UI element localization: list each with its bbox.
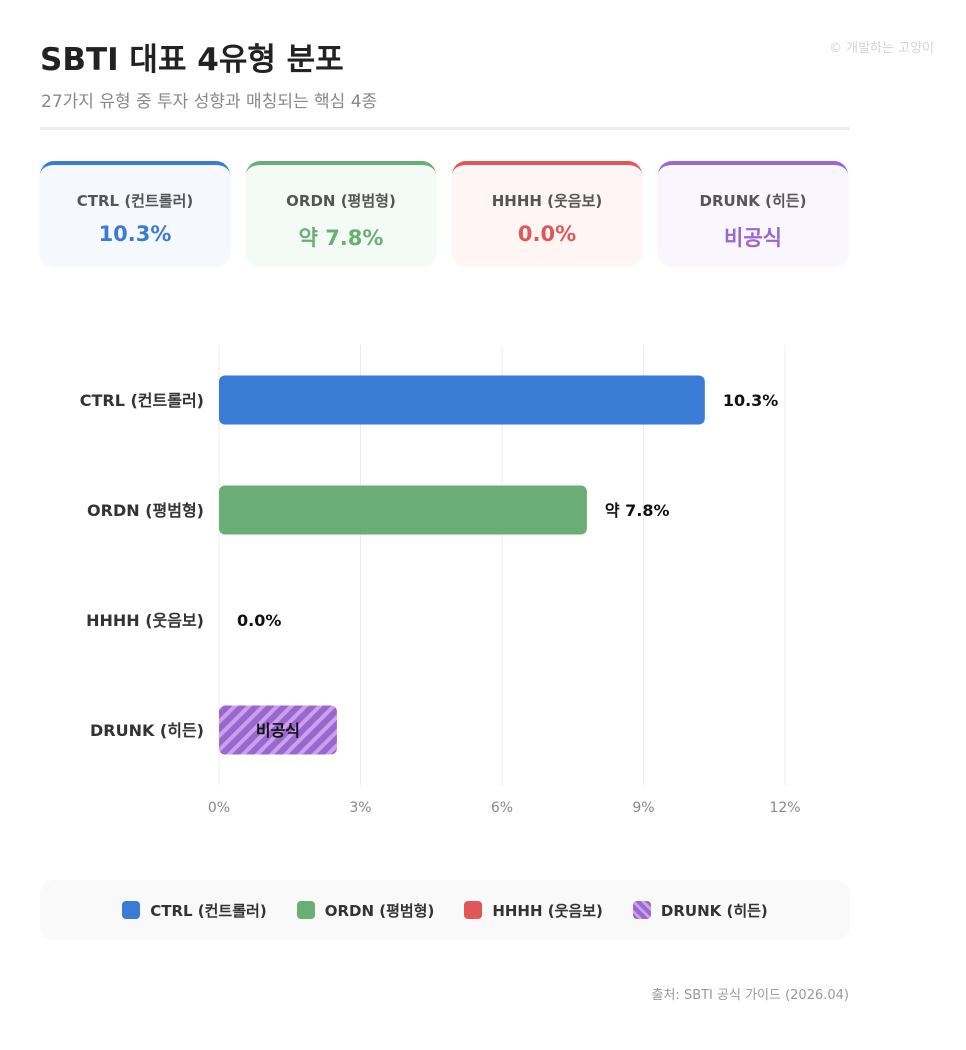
legend-label: ORDN (평범형) [324, 901, 435, 920]
bar[interactable] [219, 705, 337, 755]
x-tick-label: 12% [769, 800, 800, 816]
category-label: ORDN (평범형) [87, 501, 204, 520]
card-ordn: ORDN (평범형) 약 7.8% [246, 161, 436, 265]
legend-label: CTRL (컨트롤러) [150, 901, 267, 920]
watermark: © 개발하는 고양이 [829, 41, 934, 56]
header-divider [40, 127, 850, 130]
legend-item-ctrl[interactable]: CTRL (컨트롤러) [122, 900, 267, 921]
data-label: 비공식 [256, 721, 300, 740]
bar[interactable] [219, 375, 705, 425]
legend-item-hhhh[interactable]: HHHH (웃음보) [464, 900, 603, 921]
card-value: 0.0% [517, 222, 577, 246]
category-label: DRUNK (히든) [90, 721, 204, 740]
data-label: 약 7.8% [605, 501, 670, 520]
data-label: 0.0% [237, 611, 281, 630]
card-label: HHHH (웃음보) [491, 192, 603, 210]
x-tick-label: 3% [349, 800, 371, 816]
chart-subtitle: 27가지 유형 중 투자 성향과 매칭되는 핵심 4종 [41, 92, 378, 112]
x-tick-label: 9% [632, 800, 654, 816]
card-value: 약 7.8% [298, 226, 384, 250]
card-label: DRUNK (히든) [699, 192, 807, 210]
source-note: 출처: SBTI 공식 가이드 (2026.04) [651, 988, 849, 1003]
card-value: 비공식 [724, 226, 782, 250]
x-tick-label: 6% [491, 800, 513, 816]
card-hhhh: HHHH (웃음보) 0.0% [452, 161, 642, 265]
legend-label: HHHH (웃음보) [492, 901, 603, 920]
bar[interactable] [219, 485, 587, 535]
card-ctrl: CTRL (컨트롤러) 10.3% [40, 161, 230, 265]
x-tick-label: 0% [208, 800, 230, 816]
card-label: ORDN (평범형) [286, 192, 396, 210]
category-label: HHHH (웃음보) [86, 611, 204, 630]
bar-chart: 0% 3% 6% 9% 12% CTRL (컨트롤러) 10.3% ORDN (평범형) 약 7… [80, 345, 801, 816]
legend-item-drunk[interactable]: DRUNK (히든) [632, 900, 768, 921]
data-label: 10.3% [723, 391, 779, 410]
card-value: 10.3% [98, 222, 172, 246]
category-label: CTRL (컨트롤러) [80, 391, 204, 410]
legend: CTRL (컨트롤러) ORDN (평범형) HHHH (웃음보) DRUNK … [40, 880, 850, 940]
card-label: CTRL (컨트롤러) [76, 192, 194, 210]
chart-title: SBTI 대표 4유형 분포 [40, 42, 344, 78]
legend-swatch [296, 901, 315, 919]
legend-swatch [464, 901, 483, 919]
legend-label: DRUNK (히든) [660, 901, 768, 920]
legend-swatch [632, 901, 651, 919]
legend-swatch [122, 901, 141, 919]
legend-item-ordn[interactable]: ORDN (평범형) [296, 900, 435, 921]
card-drunk: DRUNK (히든) 비공식 [658, 161, 848, 265]
